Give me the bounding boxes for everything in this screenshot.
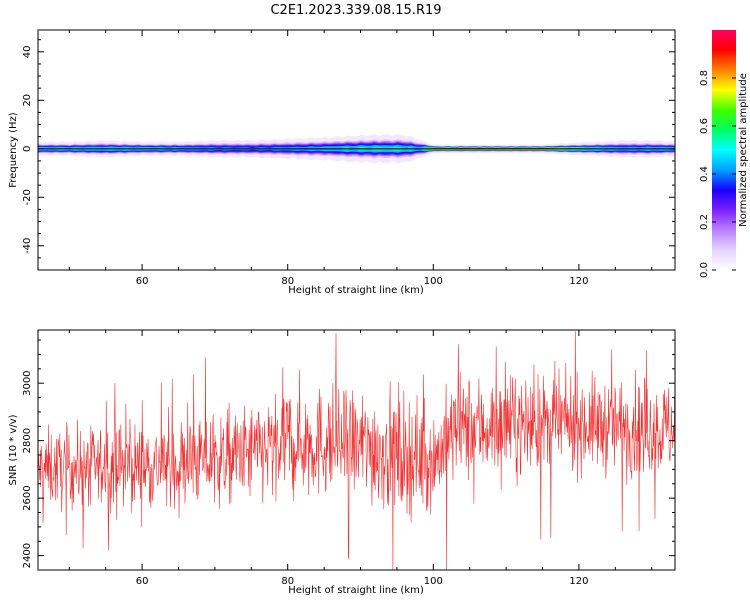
x-tick-label: 80 xyxy=(281,576,294,587)
y-tick-label: 20 xyxy=(22,94,33,107)
x-tick-label: 120 xyxy=(569,576,588,587)
colorbar-tick-label: 0.6 xyxy=(699,118,710,134)
spectrogram-panel: 60 80 100 120 40 20 0 -20 -40 Height of straigh… xyxy=(8,29,676,296)
y-tick-label: -20 xyxy=(22,189,33,205)
colorbar-gradient xyxy=(712,30,736,270)
y-tick-label: -40 xyxy=(22,238,33,254)
x-tick-label: 80 xyxy=(281,276,294,287)
y-tick-label: 3000 xyxy=(22,370,33,395)
figure-title: C2E1.2023.339.08.15.R19 xyxy=(270,3,441,18)
snr-x-label: Height of straight line (km) xyxy=(288,585,424,596)
colorbar-tick-label: 0.4 xyxy=(699,166,710,182)
spectrogram-y-ticks: 40 20 0 -20 -40 xyxy=(22,39,675,259)
x-tick-label: 100 xyxy=(424,576,443,587)
snr-y-label: SNR (10 * v/v) xyxy=(8,414,19,485)
colorbar-tick-label: 0.8 xyxy=(699,70,710,86)
snr-frame xyxy=(37,329,676,571)
colorbar-tick-label: 0.0 xyxy=(699,262,710,278)
y-tick-label: 2800 xyxy=(22,428,33,453)
spectrogram-x-label: Height of straight line (km) xyxy=(288,285,424,296)
y-tick-label: 2600 xyxy=(22,485,33,510)
y-tick-label: 40 xyxy=(22,45,33,58)
spectrogram-frame xyxy=(37,29,676,271)
snr-panel: 60 80 100 120 2400 2600 2800 3000 Height of st… xyxy=(8,329,676,596)
y-tick-label: 0 xyxy=(22,146,33,152)
colorbar-label: Normalized spectral amplitude xyxy=(738,73,749,227)
x-tick-label: 60 xyxy=(136,276,149,287)
spectrogram-y-label: Frequency (Hz) xyxy=(8,112,19,188)
x-tick-label: 60 xyxy=(136,576,149,587)
snr-series-line xyxy=(38,331,675,570)
colorbar: 0.0 0.2 0.4 0.6 0.8 Normalized spectral ampl… xyxy=(699,30,749,278)
x-tick-label: 100 xyxy=(424,276,443,287)
spectrogram-x-ticks: 60 80 100 120 xyxy=(68,30,653,287)
snr-y-ticks: 2400 2600 2800 3000 xyxy=(22,339,675,571)
y-tick-label: 2400 xyxy=(22,543,33,568)
colorbar-ticks: 0.0 0.2 0.4 0.6 0.8 xyxy=(699,70,736,278)
x-tick-label: 120 xyxy=(569,276,588,287)
spectrogram-band xyxy=(38,133,675,164)
colorbar-tick-label: 0.2 xyxy=(699,214,710,230)
snr-x-ticks: 60 80 100 120 xyxy=(68,330,653,587)
